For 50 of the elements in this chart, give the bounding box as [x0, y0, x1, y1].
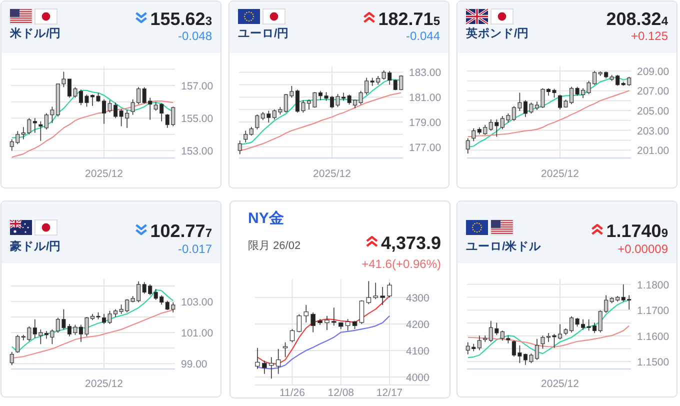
y-tick-label: 4300	[406, 292, 430, 305]
text: 155.623	[150, 9, 212, 29]
text: -0.017	[178, 242, 212, 256]
x-tick-label: 2025/12	[85, 378, 124, 390]
y-tick-label: 1.1800	[637, 279, 670, 292]
x-tick-label: 2025/12	[541, 168, 580, 180]
y-tick-label: 203.00	[637, 125, 670, 138]
x-tick-label: 2025/12	[85, 168, 124, 180]
y-tick-label: 209.00	[637, 66, 670, 78]
y-tick-label: 1.1500	[637, 356, 670, 369]
text: +0.00009	[618, 242, 668, 256]
y-tick-label: 4200	[406, 319, 430, 332]
text: 4,373.9	[380, 233, 441, 253]
chart-title: 豪ドル/円	[9, 239, 62, 253]
text: 1.17409	[606, 221, 668, 241]
text: 208.324	[606, 9, 668, 29]
y-tick-label: 4100	[406, 346, 430, 358]
text: +41.6(+0.96%)	[362, 257, 441, 271]
x-tick-label: 2025/12	[541, 378, 580, 390]
y-tick-label: 103.00	[181, 296, 214, 308]
text: +0.125	[630, 29, 668, 43]
text: 182.715	[378, 9, 440, 29]
x-tick-label: 12/17	[376, 387, 403, 399]
text: -0.044	[406, 29, 440, 43]
y-tick-label: 99.00	[181, 358, 208, 371]
y-tick-label: 1.1600	[637, 330, 670, 343]
y-tick-label: 183.00	[409, 67, 442, 80]
y-tick-label: 179.00	[409, 116, 442, 129]
chart-title: ユーロ/円	[238, 27, 290, 40]
text: 102.777	[150, 221, 212, 241]
chart-title: NY金	[248, 210, 284, 227]
x-tick-label: 2025/12	[313, 168, 352, 180]
chart-title: 米ドル/円	[9, 26, 62, 40]
y-tick-label: 4000	[406, 372, 430, 384]
chart-subtitle: 限月 26/02	[248, 240, 301, 252]
y-tick-label: 153.00	[181, 146, 214, 158]
chart-title: 英ポンド/円	[465, 26, 530, 40]
text: -0.048	[178, 29, 212, 43]
y-tick-label: 207.00	[637, 86, 670, 98]
y-tick-label: 201.00	[637, 145, 670, 158]
y-tick-label: 1.1700	[637, 305, 670, 318]
y-tick-label: 205.00	[637, 106, 670, 118]
y-tick-label: 155.00	[181, 113, 214, 126]
y-tick-label: 157.00	[181, 80, 214, 93]
chart-title: ユーロ/米ドル	[466, 239, 542, 253]
y-tick-label: 181.00	[409, 92, 442, 104]
x-tick-label: 12/08	[328, 387, 354, 399]
y-tick-label: 101.00	[181, 328, 214, 340]
y-tick-label: 177.00	[409, 142, 442, 154]
x-tick-label: 11/26	[279, 387, 306, 399]
